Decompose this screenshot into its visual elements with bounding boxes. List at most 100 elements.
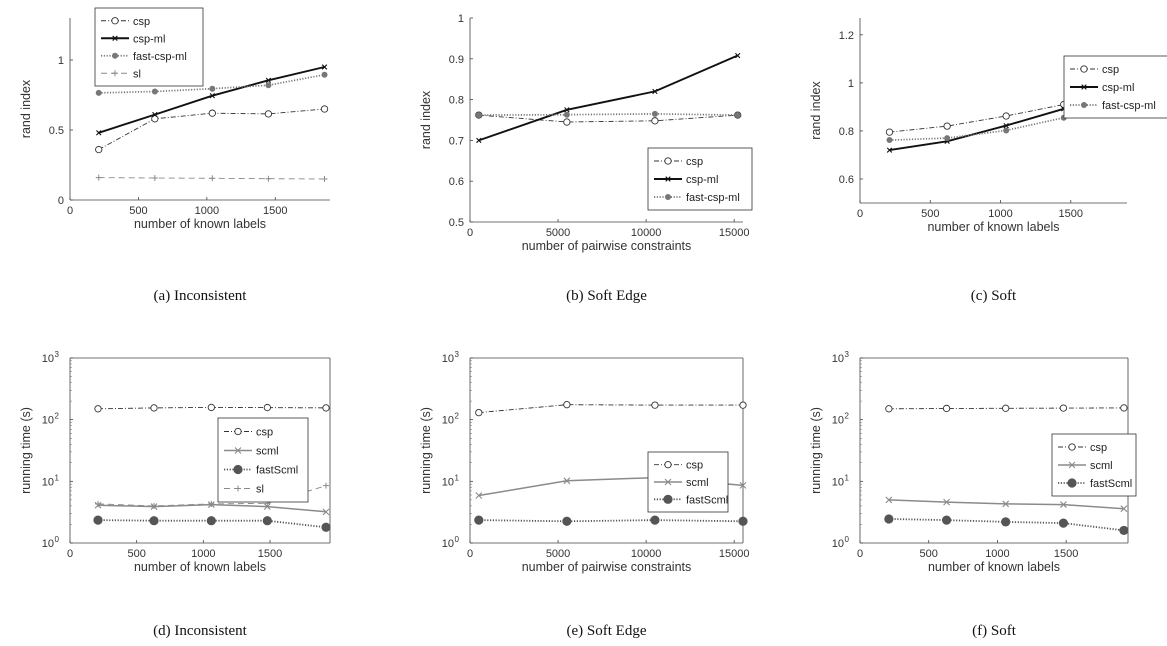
data-point: [95, 145, 103, 154]
data-point: [322, 404, 330, 412]
data-point: [1120, 404, 1128, 412]
x-tick-label: 15000: [719, 548, 750, 560]
legend-marker: [111, 17, 119, 25]
legend: csp scml fastScml sl: [217, 417, 309, 503]
legend-entry-label: sl: [133, 68, 141, 80]
data-point: [262, 516, 272, 526]
data-point: [208, 500, 215, 507]
data-point: [738, 516, 748, 526]
data-point: [885, 405, 893, 413]
y-tick-exponent: 1: [455, 473, 460, 482]
data-point: [885, 128, 894, 136]
data-point: [323, 482, 329, 489]
data-point: [265, 175, 272, 182]
data-point: [152, 111, 158, 118]
y-tick-exponent: 3: [55, 350, 60, 359]
y-tick-exponent: 2: [845, 412, 850, 421]
chart-caption: (b) Soft Edge: [566, 288, 647, 304]
data-point: [884, 514, 894, 524]
x-tick-label: 10000: [631, 227, 662, 239]
legend: csp csp-ml fast-csp-ml: [1063, 55, 1167, 119]
legend-entry-label: csp: [686, 156, 703, 168]
series-line: [478, 519, 744, 523]
data-point: [651, 117, 659, 125]
x-tick-label: 0: [467, 548, 473, 560]
series-csp: [95, 105, 329, 154]
legend-entry-label: fastScml: [256, 465, 298, 477]
chart-caption: (d) Inconsistent: [153, 623, 248, 639]
y-tick-exponent: 3: [455, 350, 460, 359]
y-tick-label: 100: [42, 535, 60, 550]
legend-marker: [1081, 84, 1087, 90]
legend: csp scml fastScml: [647, 451, 729, 513]
series-csp: [94, 403, 330, 413]
data-point: [263, 503, 271, 510]
data-point: [321, 64, 328, 70]
legend-marker: [112, 70, 118, 77]
legend-marker: [665, 194, 671, 200]
data-point: [563, 401, 571, 409]
legend-marker: [664, 478, 672, 486]
legend-marker: [235, 485, 241, 492]
data-point: [263, 403, 271, 412]
chart-caption: (f) Soft: [972, 623, 1017, 639]
series-line: [478, 404, 743, 414]
x-tick-label: 500: [920, 548, 938, 560]
y-tick-exponent: 2: [55, 412, 60, 421]
chart-1: 0 500 1000 1500 0 0.5 1 number of known labels r…: [19, 7, 330, 304]
y-tick-label: 101: [832, 473, 850, 488]
legend: csp csp-ml fast-csp-ml sl: [94, 7, 204, 87]
y-tick-exponent: 1: [845, 473, 850, 482]
x-tick-label: 15000: [719, 227, 750, 239]
x-tick-label: 1500: [258, 548, 282, 560]
y-tick-label: 0.8: [839, 126, 854, 138]
data-point: [474, 515, 484, 525]
y-tick-label: 101: [442, 473, 460, 488]
y-axis-label: rand index: [809, 81, 823, 140]
series-csp: [475, 401, 747, 417]
x-axis-label: number of pairwise constraints: [522, 560, 692, 574]
legend-marker: [1081, 102, 1087, 108]
data-point: [209, 93, 216, 99]
data-point: [93, 515, 103, 525]
y-tick-exponent: 0: [455, 535, 460, 544]
legend-entry-label: csp: [133, 16, 150, 28]
x-tick-label: 1000: [985, 548, 1009, 560]
data-point: [320, 105, 329, 113]
data-point: [1119, 525, 1129, 536]
legend-entry-label: csp: [1102, 64, 1119, 76]
data-point: [1002, 404, 1010, 412]
data-point: [734, 112, 741, 119]
series-fast-csp-ml: [95, 71, 328, 96]
data-point: [563, 111, 570, 118]
x-tick-label: 10000: [631, 548, 662, 560]
x-tick-label: 0: [67, 205, 73, 217]
data-point: [149, 516, 159, 526]
data-point: [150, 404, 158, 412]
legend-entry-label: fast-csp-ml: [133, 51, 187, 63]
legend-entry-label: csp: [1090, 442, 1107, 454]
legend-marker: [1068, 461, 1076, 469]
data-point: [944, 135, 951, 142]
legend-entry-label: sl: [256, 484, 264, 496]
data-point: [943, 122, 951, 130]
legend: csp scml fastScml: [1051, 433, 1137, 497]
data-point: [321, 71, 328, 78]
x-axis-label: number of pairwise constraints: [522, 239, 692, 253]
y-tick-label: 102: [442, 412, 460, 427]
x-tick-label: 0: [857, 208, 863, 220]
data-point: [264, 110, 273, 118]
y-tick-exponent: 0: [55, 535, 60, 544]
y-tick-label: 1: [458, 13, 464, 25]
series-line: [478, 113, 738, 116]
series-line: [478, 54, 739, 142]
data-point: [886, 137, 893, 144]
chart-caption: (a) Inconsistent: [154, 288, 248, 304]
legend-entry-label: fast-csp-ml: [686, 192, 740, 204]
x-tick-label: 1000: [195, 205, 219, 217]
data-point: [95, 500, 101, 507]
data-point: [151, 88, 158, 95]
x-tick-label: 5000: [546, 227, 570, 239]
series-sl: [95, 174, 328, 182]
